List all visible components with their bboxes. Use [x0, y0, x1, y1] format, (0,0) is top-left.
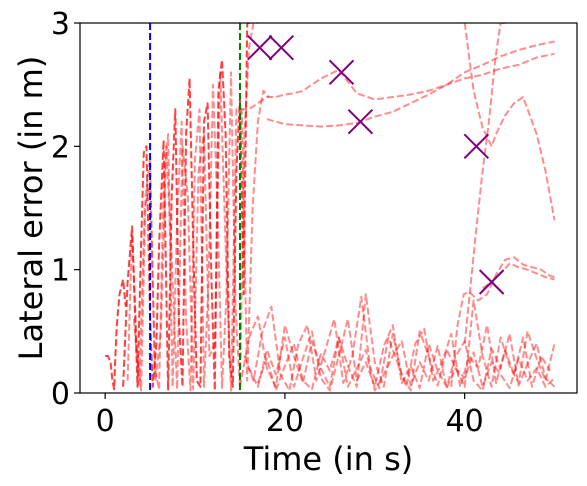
series-line-12 [248, 318, 556, 392]
y-tick-label: 1 [51, 254, 70, 289]
series-line-4 [240, 52, 555, 111]
tick-layer: 0 20 40 0 1 2 3 [51, 7, 484, 439]
series-line-11 [243, 295, 551, 392]
series-line-3 [132, 71, 270, 392]
failure-marker-1 [268, 34, 295, 61]
series-line-7 [450, 256, 555, 387]
series-line-6 [463, 23, 556, 221]
series-line-5 [266, 40, 555, 128]
y-tick-label: 0 [51, 377, 70, 412]
x-tick-label: 20 [266, 404, 304, 439]
y-axis-label: Lateral error (in m) [12, 56, 50, 361]
failure-marker-3 [347, 108, 374, 135]
failure-marker-2 [328, 59, 355, 86]
x-tick-label: 0 [96, 404, 115, 439]
x-tick-label: 40 [446, 404, 484, 439]
failure-marker-0 [247, 34, 273, 61]
series-layer [105, 23, 556, 392]
failure-marker-layer [247, 34, 505, 295]
plot-frame [79, 22, 578, 394]
y-tick-label: 3 [51, 7, 70, 42]
y-tick-label: 2 [51, 130, 70, 165]
failure-marker-4 [463, 133, 490, 160]
x-axis-label: Time (in s) [243, 440, 413, 478]
vline-layer [149, 23, 241, 393]
series-line-9 [463, 23, 508, 344]
failure-marker-5 [478, 269, 505, 295]
series-line-10 [239, 293, 556, 392]
series-line-0 [105, 278, 127, 391]
series-line-1 [122, 23, 251, 392]
series-line-13 [256, 336, 556, 392]
